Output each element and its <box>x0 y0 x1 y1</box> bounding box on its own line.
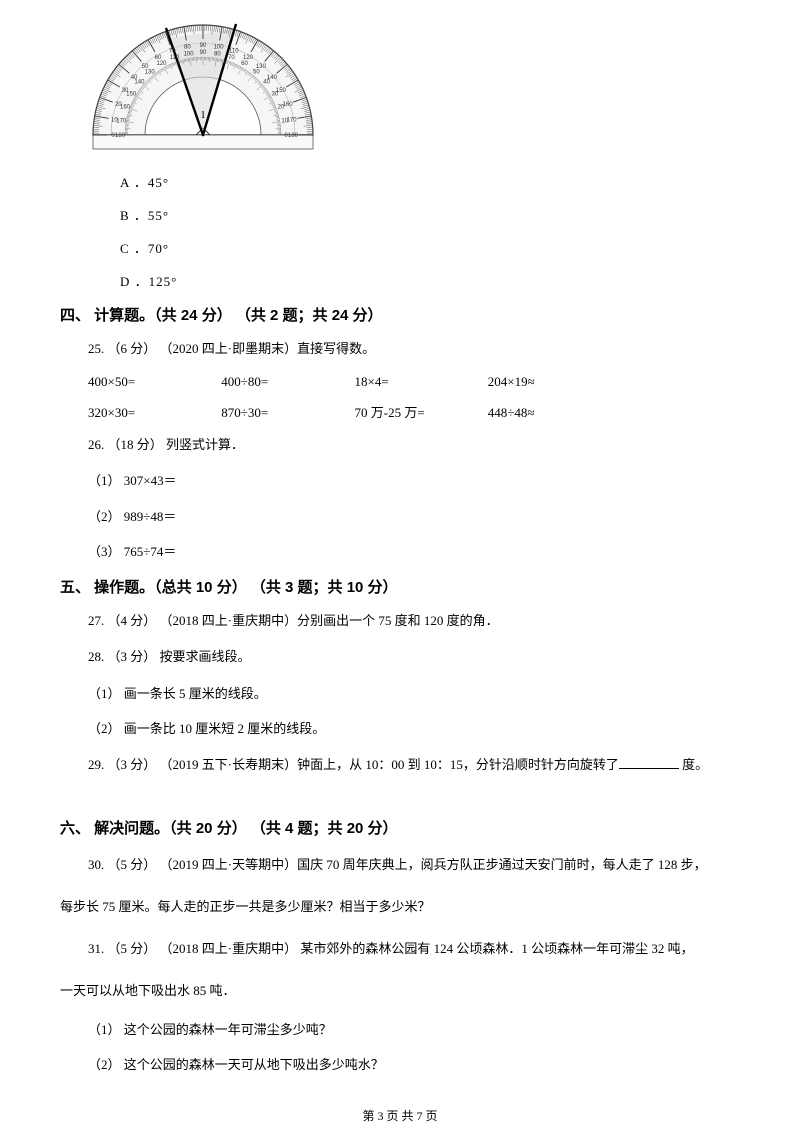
svg-text:20: 20 <box>278 105 285 111</box>
q30-line2: 每步长 75 厘米。每人走的正步一共是多少厘米？相当于多少米？ <box>60 892 740 922</box>
protractor-svg: 0102030405060708090100110120130140150160… <box>88 10 318 155</box>
svg-text:150: 150 <box>126 92 137 98</box>
protractor-figure: 0102030405060708090100110120130140150160… <box>88 10 740 160</box>
svg-text:180: 180 <box>115 133 126 139</box>
svg-text:60: 60 <box>241 61 248 67</box>
svg-text:40: 40 <box>263 80 270 86</box>
svg-text:160: 160 <box>120 105 131 111</box>
svg-text:80: 80 <box>184 44 191 50</box>
q25-row2: 320×30= 870÷30= 70 万-25 万= 448÷48≈ <box>88 402 740 421</box>
q27: 27. （4 分） （2018 四上·重庆期中）分别画出一个 75 度和 120… <box>88 609 740 634</box>
svg-text:110: 110 <box>229 48 239 54</box>
svg-text:120: 120 <box>156 61 167 67</box>
q26-3: （3） 765÷74＝ <box>88 540 740 563</box>
calc-cell: 400÷80= <box>221 374 351 390</box>
svg-text:100: 100 <box>214 44 225 50</box>
q28-stem: 28. （3 分） 按要求画线段。 <box>88 645 740 670</box>
calc-cell: 320×30= <box>88 405 218 421</box>
q31-s2: （2） 这个公园的森林一天可从地下吸出多少吨水？ <box>88 1053 740 1076</box>
svg-text:140: 140 <box>134 80 145 86</box>
q26-2: （2） 989÷48＝ <box>88 505 740 528</box>
calc-cell: 204×19≈ <box>488 374 618 390</box>
svg-text:90: 90 <box>200 43 207 49</box>
section-4-header: 四、 计算题。（共 24 分） （共 2 题；共 24 分） <box>60 304 740 325</box>
option-c: C ．70° <box>120 238 740 257</box>
option-b: B ．55° <box>120 205 740 224</box>
q28-1: （1） 画一条长 5 厘米的线段。 <box>88 682 740 705</box>
svg-text:90: 90 <box>200 50 207 56</box>
svg-text:1: 1 <box>200 109 206 121</box>
q25-row1: 400×50= 400÷80= 18×4= 204×19≈ <box>88 374 740 390</box>
calc-cell: 448÷48≈ <box>488 405 618 421</box>
svg-text:100: 100 <box>184 51 195 57</box>
option-a: A ．45° <box>120 172 740 191</box>
svg-text:130: 130 <box>145 69 156 75</box>
svg-text:10: 10 <box>281 119 288 125</box>
svg-text:80: 80 <box>214 51 221 57</box>
calc-cell: 18×4= <box>355 374 485 390</box>
q31-line1: 31. （5 分） （2018 四上·重庆期中） 某市郊外的森林公园有 124 … <box>88 934 740 964</box>
q30-line1: 30. （5 分） （2019 四上·天等期中）国庆 70 周年庆典上，阅兵方队… <box>88 850 740 880</box>
q28-2: （2） 画一条比 10 厘米短 2 厘米的线段。 <box>88 717 740 740</box>
page-footer: 第 3 页 共 7 页 <box>0 1107 800 1124</box>
q26-stem: 26. （18 分） 列竖式计算． <box>88 433 740 458</box>
calc-cell: 870÷30= <box>221 405 351 421</box>
svg-text:170: 170 <box>116 119 127 125</box>
q25-stem: 25. （6 分） （2020 四上·即墨期末）直接写得数。 <box>88 337 740 362</box>
blank-fill[interactable] <box>619 756 679 769</box>
section-5-header: 五、 操作题。（总共 10 分） （共 3 题；共 10 分） <box>60 576 740 597</box>
svg-text:170: 170 <box>287 117 298 123</box>
svg-text:50: 50 <box>253 69 260 75</box>
q31-line2: 一天可以从地下吸出水 85 吨． <box>60 976 740 1006</box>
svg-text:70: 70 <box>228 55 235 61</box>
svg-text:30: 30 <box>272 92 279 98</box>
svg-text:180: 180 <box>288 133 299 139</box>
q29: 29. （3 分） （2019 五下·长寿期末）钟面上，从 10：00 到 10… <box>88 753 740 778</box>
option-d: D ．125° <box>120 271 740 290</box>
calc-cell: 400×50= <box>88 374 218 390</box>
q31-s1: （1） 这个公园的森林一年可滞尘多少吨？ <box>88 1018 740 1041</box>
section-6-header: 六、 解决问题。（共 20 分） （共 4 题；共 20 分） <box>60 817 740 838</box>
svg-text:110: 110 <box>170 55 180 61</box>
answer-options: A ．45° B ．55° C ．70° D ．125° <box>120 172 740 290</box>
calc-cell: 70 万-25 万= <box>355 402 485 421</box>
svg-text:70: 70 <box>169 48 176 54</box>
q29-post: 度。 <box>679 757 708 772</box>
q26-1: （1） 307×43＝ <box>88 469 740 492</box>
q29-pre: 29. （3 分） （2019 五下·长寿期末）钟面上，从 10：00 到 10… <box>88 757 619 772</box>
